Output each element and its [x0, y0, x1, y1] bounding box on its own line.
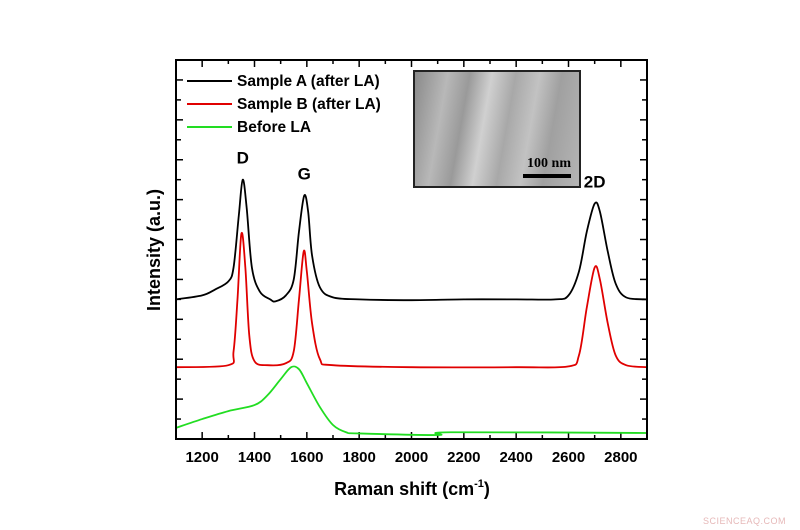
series-line-2 [175, 365, 648, 436]
series-line-1 [175, 231, 648, 369]
x-tick-label: 1600 [290, 449, 323, 466]
x-tick-label: 1400 [238, 449, 271, 466]
x-tick-label: 2400 [499, 449, 532, 466]
x-tick-label: 2000 [395, 449, 428, 466]
x-tick-label: 1200 [185, 449, 218, 466]
legend-label: Sample A (after LA) [237, 73, 380, 90]
plot-frame [175, 59, 648, 440]
legend-label: Before LA [237, 119, 311, 136]
x-tick-label: 2200 [447, 449, 480, 466]
peak-label-G: G [298, 165, 311, 184]
scale-bar [523, 174, 571, 178]
x-tick-label: 2800 [604, 449, 637, 466]
x-tick-label: 2600 [552, 449, 585, 466]
legend: Sample A (after LA) Sample B (after LA) Be… [187, 73, 381, 136]
sem-inset-image: 100 nm [413, 70, 581, 188]
x-tick-label: 1800 [342, 449, 375, 466]
legend-label: Sample B (after LA) [237, 96, 381, 113]
scale-bar-label: 100 nm [527, 156, 571, 171]
peak-label-2D: 2D [584, 173, 606, 192]
y-axis-title: Intensity (a.u.) [144, 189, 164, 311]
x-axis-title: Raman shift (cm-1) [334, 478, 490, 499]
peak-label-D: D [237, 149, 249, 168]
series-line-0 [175, 178, 648, 303]
watermark: SCIENCEAQ.COM [702, 516, 786, 526]
